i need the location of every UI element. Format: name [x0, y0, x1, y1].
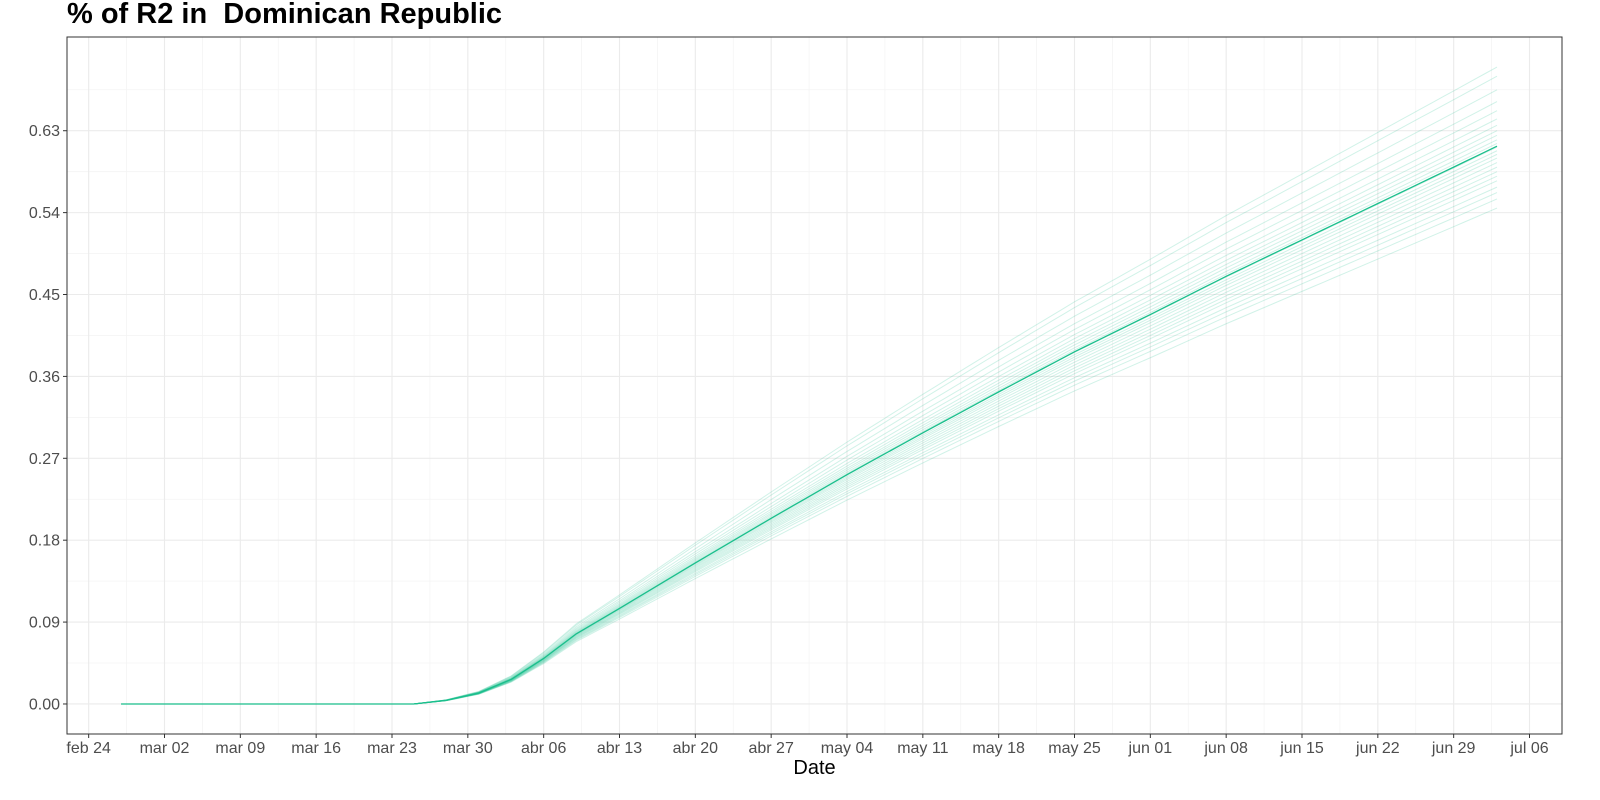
x-tick-label: jun 01: [1128, 740, 1173, 757]
x-tick-label: may 11: [897, 740, 948, 757]
x-tick-label: feb 24: [66, 740, 111, 757]
chart-title: % of R2 in Dominican Republic: [67, 0, 503, 30]
plot-border: [66, 36, 1563, 735]
x-axis: feb 24 mar 02 mar 09 mar 16 mar 23 mar 30 abr …: [66, 734, 1549, 757]
minor-gridlines: [67, 37, 1562, 734]
x-tick-label: may 18: [972, 740, 1025, 757]
y-tick-label: 0.36: [29, 369, 60, 386]
y-tick-label: 0.00: [29, 696, 60, 713]
mean-line: [121, 145, 1498, 705]
x-tick-label: may 04: [821, 740, 874, 757]
x-tick-label: jun 08: [1203, 740, 1248, 757]
y-axis: 0.00 0.09 0.18 0.27 0.36 0.45 0.54 0.63: [29, 123, 67, 713]
x-tick-label: mar 30: [443, 740, 493, 757]
y-tick-label: 0.27: [29, 451, 60, 468]
x-tick-label: mar 09: [215, 740, 265, 757]
x-tick-label: abr 27: [748, 740, 793, 757]
x-tick-label: jun 29: [1431, 740, 1476, 757]
y-tick-label: 0.18: [29, 533, 60, 550]
x-tick-label: jun 15: [1279, 740, 1324, 757]
major-gridlines: [67, 37, 1562, 734]
y-tick-label: 0.45: [29, 287, 60, 304]
mean-line-group: [121, 145, 1498, 705]
x-tick-label: mar 23: [367, 740, 417, 757]
x-tick-label: abr 20: [673, 740, 718, 757]
x-tick-label: jul 06: [1509, 740, 1548, 757]
x-tick-label: abr 06: [521, 740, 566, 757]
x-tick-label: jun 22: [1355, 740, 1400, 757]
x-tick-label: mar 16: [291, 740, 341, 757]
x-tick-label: may 25: [1048, 740, 1101, 757]
y-tick-label: 0.63: [29, 123, 60, 140]
y-tick-label: 0.09: [29, 615, 60, 632]
y-tick-label: 0.54: [29, 205, 60, 222]
x-tick-label: abr 13: [597, 740, 642, 757]
x-tick-label: mar 02: [140, 740, 190, 757]
x-axis-title: Date: [793, 757, 835, 779]
